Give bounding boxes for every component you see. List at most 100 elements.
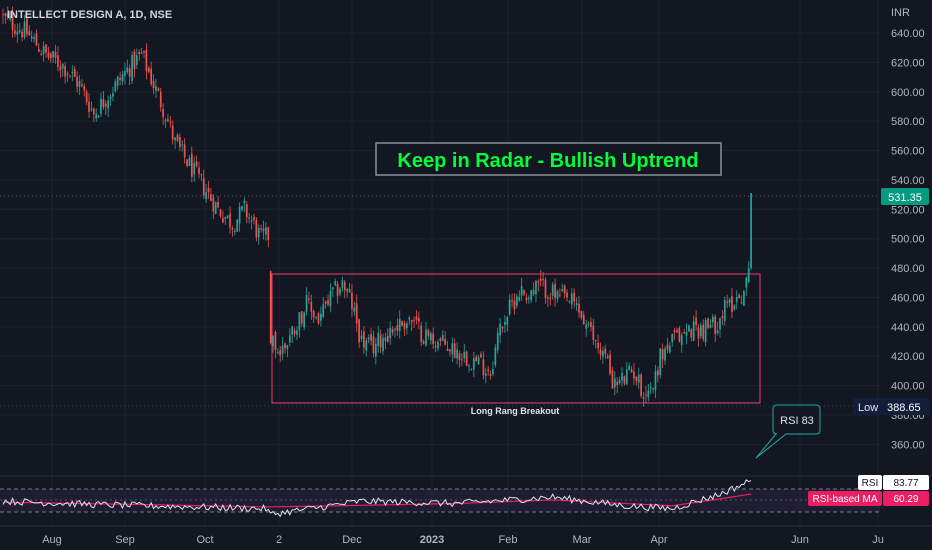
low-label: Low <box>858 402 878 414</box>
candle-body <box>279 350 282 356</box>
candle-body <box>628 365 631 371</box>
candle-body <box>664 348 666 361</box>
candle-body <box>241 205 243 210</box>
rsi-callout-bubble[interactable] <box>755 404 821 459</box>
candle-body <box>726 301 729 303</box>
candle-body <box>559 295 561 297</box>
candle-body <box>688 325 690 332</box>
rsi-badge-label: RSI <box>862 478 879 489</box>
candle-body <box>317 313 320 324</box>
candle-body <box>618 380 621 384</box>
rsi-ma-badge-value: 60.29 <box>893 494 918 505</box>
low-value: 388.65 <box>887 402 921 414</box>
candle-body <box>81 84 83 86</box>
candle-body <box>740 302 743 304</box>
candle-body <box>71 71 74 73</box>
candle-body <box>549 298 552 300</box>
candle-body <box>690 329 693 338</box>
candle-body <box>458 353 461 361</box>
headline-box[interactable] <box>375 142 722 176</box>
candle-body <box>267 227 270 241</box>
candle-body <box>291 326 294 335</box>
candle-body <box>205 192 207 200</box>
candle-body <box>18 30 21 33</box>
candle-body <box>621 372 623 381</box>
candle-body <box>40 53 43 55</box>
candle-body <box>585 324 588 329</box>
candle-body <box>212 197 215 212</box>
last-price-value: 531.35 <box>888 192 922 204</box>
price-tick-label: 440.00 <box>891 322 925 334</box>
candle-body <box>575 302 578 306</box>
candle-body <box>377 332 380 347</box>
candle-body <box>518 297 521 301</box>
candle-body <box>697 327 700 339</box>
candle-body <box>398 318 401 331</box>
candle-body <box>394 328 396 330</box>
candle-body <box>147 67 150 73</box>
candle-body <box>284 343 286 349</box>
candle-body <box>425 329 427 346</box>
candle-body <box>14 30 16 34</box>
candle-body <box>449 349 451 352</box>
candle-body <box>403 323 406 330</box>
price-axis[interactable]: INR 640.00 620.00 600.00 580.00 560.00 540.00… <box>891 7 925 451</box>
candle-body <box>131 55 133 81</box>
candle-body <box>341 280 344 288</box>
candle-body <box>542 278 544 280</box>
time-tick-label: Sep <box>115 534 135 546</box>
candle-body <box>489 374 492 376</box>
candle-body <box>602 351 604 357</box>
candle-body <box>661 349 664 360</box>
candle-body <box>327 300 329 305</box>
candle-body <box>723 300 726 321</box>
candle-body <box>640 374 642 397</box>
candle-body <box>35 33 38 46</box>
candle-body <box>747 268 750 283</box>
candle-body <box>217 201 219 208</box>
candle-body <box>719 318 721 330</box>
grid-lines <box>0 0 880 526</box>
candle-body <box>298 312 301 331</box>
candle-body <box>329 291 332 307</box>
candle-body <box>568 300 571 302</box>
candle-body <box>57 55 59 67</box>
candle-body <box>551 284 554 296</box>
candle-body <box>260 228 262 230</box>
price-tick-label: 420.00 <box>891 351 925 363</box>
candle-body <box>406 323 408 329</box>
time-tick-label: Jun <box>791 534 809 546</box>
candle-body <box>391 329 394 333</box>
candle-body <box>625 369 628 385</box>
time-axis[interactable]: Aug Sep Oct 2 Dec 2023 Feb Mar Apr Jun Ju <box>42 534 884 546</box>
candle-body <box>592 325 595 340</box>
candle-body <box>680 335 683 345</box>
candle-body <box>578 303 580 313</box>
candle-body <box>504 322 506 325</box>
candle-body <box>88 101 90 112</box>
candle-body <box>525 297 528 301</box>
candle-body <box>210 194 212 201</box>
candle-body <box>59 66 62 71</box>
candle-body <box>288 335 291 343</box>
candle-body <box>527 297 530 299</box>
candle-body <box>472 358 475 370</box>
candle-body <box>248 217 251 219</box>
candle-body <box>76 76 78 87</box>
candle-body <box>250 220 253 222</box>
candle-body <box>346 289 349 292</box>
rsi-ma-badge-label-box <box>808 491 882 506</box>
candle-body <box>229 213 231 228</box>
candle-body <box>750 193 752 269</box>
candle-body <box>671 334 674 343</box>
candle-body <box>198 167 200 174</box>
candle-body <box>580 311 583 318</box>
candle-body <box>224 216 227 219</box>
breakout-box <box>271 273 761 404</box>
candle-body <box>367 337 370 340</box>
candle-body <box>609 354 611 374</box>
candle-body <box>570 293 573 305</box>
candle-body <box>6 13 9 17</box>
